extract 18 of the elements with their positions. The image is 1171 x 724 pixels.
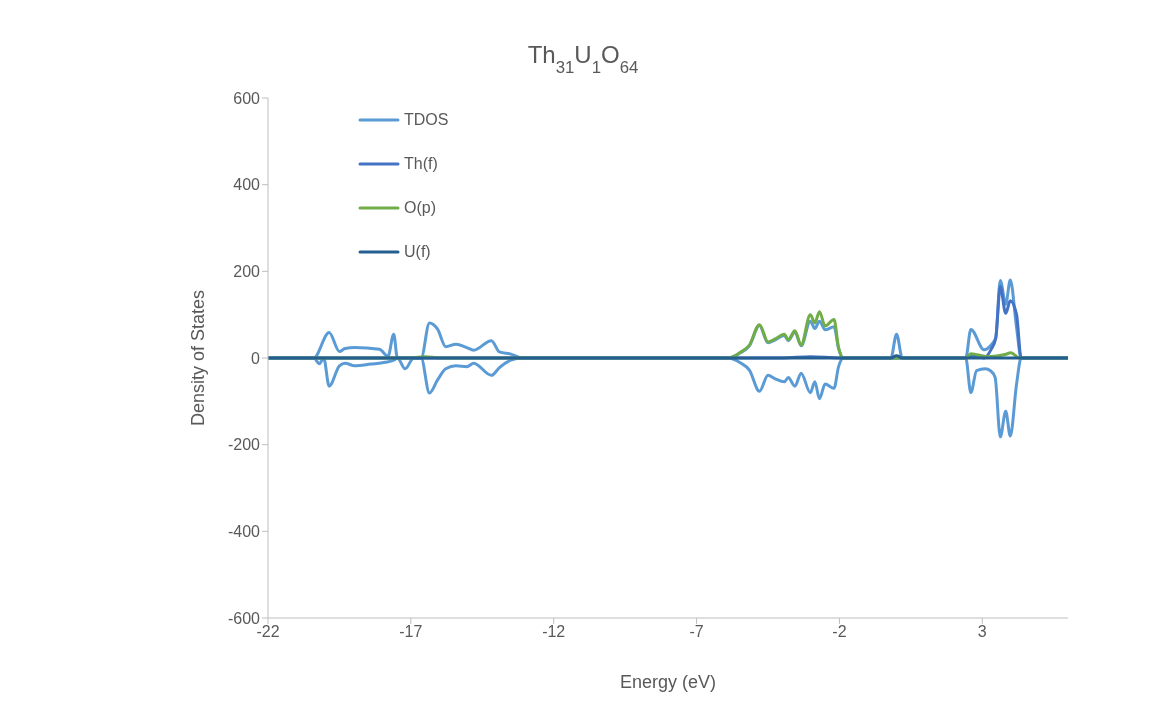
y-tick-label: 200	[233, 263, 261, 281]
x-tick-label: -17	[399, 623, 423, 641]
x-tick-label: -2	[832, 623, 847, 641]
chart-title: Th$_{31}$U$_{1}$O$_{64}$	[527, 41, 639, 77]
y-axis-title: Density of States	[188, 289, 209, 427]
x-axis-title: Energy (eV)	[619, 672, 717, 692]
y-tick-label: 600	[233, 89, 261, 107]
legend-label: U(f)	[404, 243, 431, 261]
legend-label: TDOS	[404, 111, 449, 129]
y-tick-label: -200	[227, 436, 261, 454]
legend-label: O(p)	[404, 199, 436, 217]
x-tick-label: -12	[542, 623, 566, 641]
y-tick-label: -400	[227, 523, 261, 541]
x-tick-label: -7	[689, 623, 704, 641]
legend-label: Th(f)	[404, 155, 438, 173]
x-tick-label: 3	[977, 623, 987, 641]
y-tick-label: 0	[251, 349, 261, 367]
y-tick-label: 400	[233, 176, 261, 194]
